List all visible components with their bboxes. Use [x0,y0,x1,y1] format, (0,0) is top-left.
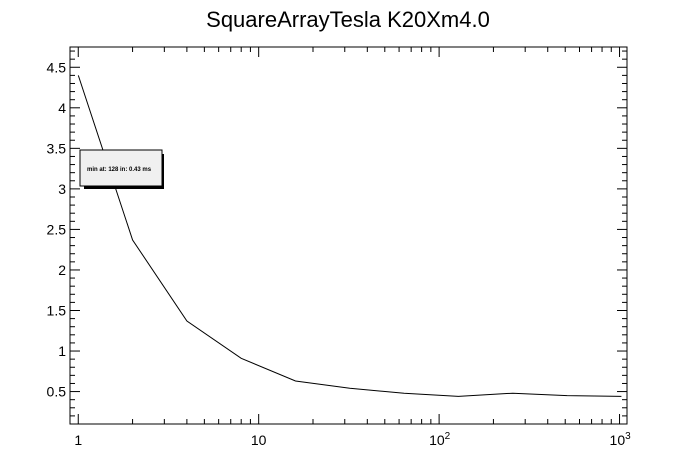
y-tick-label: 1.5 [47,302,67,318]
x-tick-label: 1 [74,432,82,448]
y-tick-label: 2 [58,262,66,278]
chart-title: SquareArrayTesla K20Xm4.0 [206,7,490,32]
annotation-background [79,149,163,187]
y-tick-label: 0.5 [47,384,67,400]
annotation-text: min at: 128 in: 0.43 ms [87,167,152,173]
series-line [77,75,622,397]
y-tick-label: 2.5 [47,221,67,237]
x-tick-label: 102 [429,431,451,448]
x-tick-label: 103 [610,431,632,448]
y-tick-label: 1 [58,343,66,359]
y-tick-label: 3.5 [47,140,67,156]
y-tick-label: 3 [58,181,66,197]
annotation-box: min at: 128 in: 0.43 ms [79,149,164,189]
plot-frame [69,46,628,425]
y-tick-label: 4 [58,100,66,116]
series-layer [77,75,622,397]
axis-ticks [70,47,627,425]
x-tick-label: 10 [251,432,267,448]
tick-labels: 0.5 1 1.5 2 2.5 3 3.5 4 4.5 1 10 102 103 [47,59,632,448]
y-tick-label: 4.5 [47,59,67,75]
